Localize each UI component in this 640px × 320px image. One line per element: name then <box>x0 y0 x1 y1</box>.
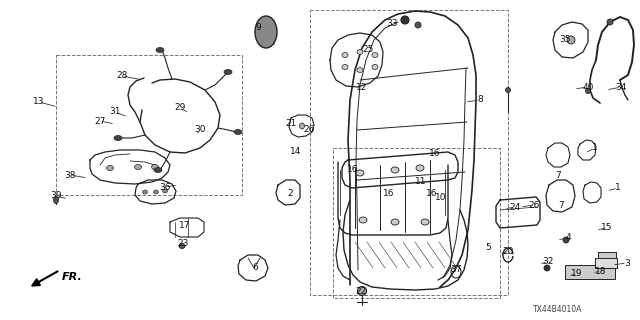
Text: 30: 30 <box>195 125 205 134</box>
Ellipse shape <box>563 237 569 243</box>
Text: 11: 11 <box>415 178 427 187</box>
Ellipse shape <box>156 47 164 52</box>
Text: 28: 28 <box>116 71 128 81</box>
Text: 16: 16 <box>426 189 438 198</box>
Ellipse shape <box>114 135 122 140</box>
Text: FR.: FR. <box>62 272 83 282</box>
Ellipse shape <box>106 165 113 171</box>
Text: 26: 26 <box>303 124 315 133</box>
Text: 40: 40 <box>582 83 594 92</box>
Ellipse shape <box>416 165 424 171</box>
Ellipse shape <box>300 123 305 129</box>
Text: 36: 36 <box>159 182 171 191</box>
Bar <box>310 10 508 295</box>
Text: 39: 39 <box>51 191 61 201</box>
Ellipse shape <box>342 52 348 58</box>
Text: 35: 35 <box>559 36 571 44</box>
Text: 15: 15 <box>601 223 612 233</box>
Text: 26: 26 <box>528 201 540 210</box>
Ellipse shape <box>359 217 367 223</box>
Ellipse shape <box>224 69 232 75</box>
Text: 29: 29 <box>174 103 186 113</box>
Ellipse shape <box>154 167 162 172</box>
Text: 4: 4 <box>565 234 571 243</box>
Ellipse shape <box>372 52 378 58</box>
Ellipse shape <box>358 286 367 295</box>
Ellipse shape <box>506 87 511 92</box>
Ellipse shape <box>255 16 277 48</box>
Ellipse shape <box>544 265 550 271</box>
Bar <box>595 258 617 268</box>
Text: 12: 12 <box>356 83 368 92</box>
Text: TX44B4010A: TX44B4010A <box>533 305 582 314</box>
Text: 16: 16 <box>383 189 395 198</box>
Ellipse shape <box>391 167 399 173</box>
Text: 21: 21 <box>285 118 297 127</box>
Ellipse shape <box>567 36 575 44</box>
Text: 8: 8 <box>477 95 483 105</box>
Ellipse shape <box>152 164 159 170</box>
Ellipse shape <box>179 244 185 249</box>
Text: 18: 18 <box>595 267 607 276</box>
Text: 38: 38 <box>64 171 76 180</box>
Text: 2: 2 <box>287 188 293 197</box>
Ellipse shape <box>391 219 399 225</box>
Ellipse shape <box>163 189 168 193</box>
Ellipse shape <box>234 130 242 134</box>
Text: 10: 10 <box>435 194 447 203</box>
Text: 14: 14 <box>291 148 301 156</box>
Ellipse shape <box>607 19 613 25</box>
Ellipse shape <box>401 16 409 24</box>
Text: 37: 37 <box>451 266 461 275</box>
Ellipse shape <box>357 50 363 54</box>
Ellipse shape <box>342 65 348 69</box>
Text: 25: 25 <box>362 45 374 54</box>
Text: 1: 1 <box>592 143 598 153</box>
Ellipse shape <box>357 68 363 73</box>
Text: 7: 7 <box>555 171 561 180</box>
Text: 1: 1 <box>615 183 621 193</box>
Text: 16: 16 <box>348 165 359 174</box>
Bar <box>333 148 500 298</box>
Text: 3: 3 <box>624 259 630 268</box>
Text: 13: 13 <box>33 98 45 107</box>
Text: 27: 27 <box>94 116 106 125</box>
Ellipse shape <box>586 89 591 93</box>
Text: 34: 34 <box>615 83 627 92</box>
Text: 17: 17 <box>179 220 191 229</box>
Ellipse shape <box>421 219 429 225</box>
Ellipse shape <box>54 196 58 204</box>
Text: 5: 5 <box>485 243 491 252</box>
Text: 9: 9 <box>255 22 261 31</box>
Text: 33: 33 <box>387 19 397 28</box>
Ellipse shape <box>356 170 364 176</box>
Bar <box>598 252 616 262</box>
Text: 7: 7 <box>558 202 564 211</box>
Text: 32: 32 <box>542 258 554 267</box>
Text: 6: 6 <box>252 263 258 273</box>
Text: 19: 19 <box>572 269 583 278</box>
Text: 31: 31 <box>109 108 121 116</box>
Ellipse shape <box>372 65 378 69</box>
Text: 22: 22 <box>355 286 367 295</box>
Text: 20: 20 <box>502 247 514 257</box>
Ellipse shape <box>154 190 159 194</box>
Ellipse shape <box>415 22 421 28</box>
Text: 24: 24 <box>509 203 520 212</box>
Ellipse shape <box>143 190 147 194</box>
Bar <box>565 265 615 279</box>
Text: 16: 16 <box>429 148 441 157</box>
Text: 23: 23 <box>177 238 189 247</box>
Ellipse shape <box>134 164 141 170</box>
Bar <box>56 55 242 195</box>
